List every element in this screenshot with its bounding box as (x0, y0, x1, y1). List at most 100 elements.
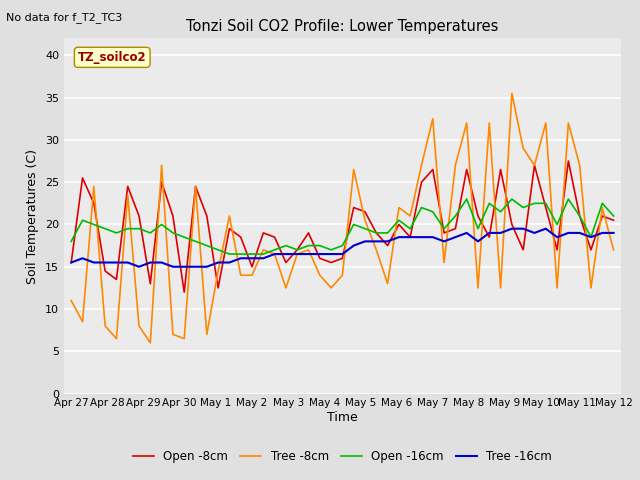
Tree -8cm (564, 120, 572, 126)
Tree -8cm (350, 167, 358, 172)
Tree -8cm (587, 285, 595, 291)
Tree -16cm (124, 260, 132, 265)
Line: Tree -8cm: Tree -8cm (71, 94, 614, 343)
Open -8cm (474, 213, 482, 219)
Tree -8cm (67, 298, 75, 303)
Tree -8cm (553, 285, 561, 291)
Tree -8cm (372, 247, 380, 252)
Tree -16cm (440, 239, 448, 244)
Open -16cm (225, 251, 233, 257)
Open -8cm (564, 158, 572, 164)
Open -8cm (191, 183, 199, 189)
Tree -16cm (497, 230, 504, 236)
Open -16cm (542, 201, 550, 206)
Tree -8cm (259, 247, 267, 252)
Open -16cm (180, 234, 188, 240)
Open -16cm (124, 226, 132, 231)
Tree -16cm (180, 264, 188, 270)
Tree -8cm (169, 332, 177, 337)
Open -8cm (169, 213, 177, 219)
Open -8cm (124, 183, 132, 189)
Open -16cm (327, 247, 335, 252)
Open -8cm (463, 167, 470, 172)
Line: Open -8cm: Open -8cm (71, 161, 614, 292)
Tree -8cm (124, 192, 132, 198)
Open -16cm (531, 201, 538, 206)
Open -8cm (327, 260, 335, 265)
Tree -16cm (463, 230, 470, 236)
Tree -8cm (542, 120, 550, 126)
Open -8cm (350, 204, 358, 210)
Open -16cm (90, 222, 98, 228)
Open -16cm (203, 243, 211, 249)
Tree -16cm (305, 251, 312, 257)
Open -8cm (361, 209, 369, 215)
Tree -8cm (237, 272, 244, 278)
Tree -16cm (553, 234, 561, 240)
Open -16cm (101, 226, 109, 231)
Tree -16cm (237, 255, 244, 261)
Tree -8cm (225, 213, 233, 219)
Open -8cm (384, 243, 392, 249)
Tree -16cm (587, 234, 595, 240)
Open -16cm (237, 251, 244, 257)
Tree -16cm (418, 234, 426, 240)
Open -16cm (271, 247, 278, 252)
Open -16cm (418, 204, 426, 210)
Tree -8cm (519, 145, 527, 151)
Tree -16cm (384, 239, 392, 244)
Tree -16cm (293, 251, 301, 257)
Tree -8cm (463, 120, 470, 126)
Tree -16cm (67, 260, 75, 265)
Open -8cm (339, 255, 346, 261)
Tree -16cm (203, 264, 211, 270)
Open -16cm (486, 201, 493, 206)
Tree -8cm (497, 285, 504, 291)
Tree -8cm (429, 116, 436, 121)
Open -16cm (406, 226, 414, 231)
Tree -8cm (440, 260, 448, 265)
Tree -8cm (135, 323, 143, 329)
Line: Open -16cm: Open -16cm (71, 199, 614, 254)
Open -8cm (452, 226, 460, 231)
Open -8cm (440, 230, 448, 236)
Tree -8cm (610, 247, 618, 252)
Open -8cm (237, 234, 244, 240)
Tree -16cm (350, 243, 358, 249)
Tree -16cm (610, 230, 618, 236)
Open -16cm (305, 243, 312, 249)
Open -8cm (553, 247, 561, 252)
Open -8cm (135, 213, 143, 219)
Open -16cm (248, 251, 256, 257)
Open -16cm (576, 213, 584, 219)
Tree -8cm (282, 285, 290, 291)
Tree -8cm (452, 162, 460, 168)
Open -16cm (384, 230, 392, 236)
Tree -16cm (214, 260, 222, 265)
Tree -8cm (293, 251, 301, 257)
Open -16cm (113, 230, 120, 236)
Tree -16cm (519, 226, 527, 231)
Tree -16cm (90, 260, 98, 265)
Open -16cm (587, 234, 595, 240)
Open -8cm (113, 276, 120, 282)
Tree -8cm (203, 332, 211, 337)
Open -16cm (508, 196, 516, 202)
Tree -8cm (90, 183, 98, 189)
Open -16cm (429, 209, 436, 215)
Open -16cm (610, 213, 618, 219)
Open -8cm (79, 175, 86, 181)
Open -8cm (429, 167, 436, 172)
Tree -8cm (316, 272, 324, 278)
Open -8cm (497, 167, 504, 172)
Open -16cm (214, 247, 222, 252)
Open -8cm (519, 247, 527, 252)
Tree -8cm (531, 162, 538, 168)
Open -8cm (293, 247, 301, 252)
Tree -16cm (339, 251, 346, 257)
Open -16cm (395, 217, 403, 223)
Tree -16cm (429, 234, 436, 240)
Tree -8cm (395, 204, 403, 210)
Tree -8cm (101, 323, 109, 329)
Open -8cm (225, 226, 233, 231)
